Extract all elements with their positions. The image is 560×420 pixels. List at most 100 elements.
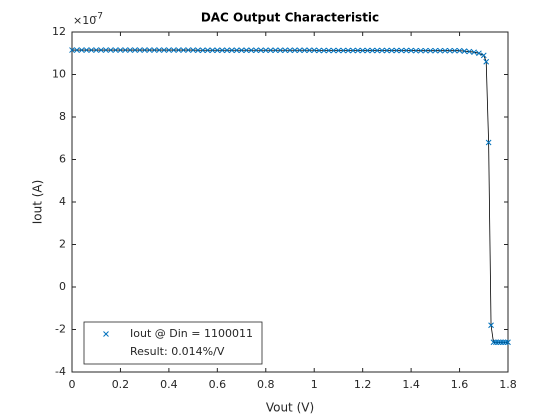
y-exponent-power: -7 bbox=[94, 12, 103, 22]
marker-stroke bbox=[493, 339, 499, 346]
data-point bbox=[388, 47, 395, 54]
marker-stroke bbox=[262, 47, 269, 54]
data-point bbox=[422, 47, 429, 54]
marker-stroke bbox=[456, 47, 463, 54]
x-tick-label: 0 bbox=[69, 378, 76, 391]
marker-stroke bbox=[214, 47, 221, 54]
marker-stroke bbox=[248, 47, 255, 54]
data-point bbox=[214, 47, 221, 54]
data-point bbox=[127, 47, 133, 53]
y-tick-label: 12 bbox=[52, 25, 66, 38]
marker-stroke bbox=[379, 47, 385, 54]
data-point bbox=[180, 47, 187, 53]
data-point bbox=[427, 47, 434, 54]
data-point bbox=[253, 47, 259, 54]
marker-stroke bbox=[442, 47, 448, 54]
marker-stroke bbox=[272, 47, 279, 54]
data-point bbox=[466, 48, 473, 55]
marker-stroke bbox=[359, 47, 366, 54]
data-point bbox=[345, 47, 351, 54]
marker-stroke bbox=[354, 47, 361, 54]
data-point bbox=[408, 47, 414, 54]
marker-stroke bbox=[93, 47, 100, 53]
marker-stroke bbox=[408, 47, 414, 54]
data-point bbox=[83, 47, 90, 53]
marker-stroke bbox=[345, 47, 351, 54]
marker-stroke bbox=[497, 339, 504, 346]
marker-stroke bbox=[170, 47, 177, 53]
data-point bbox=[485, 139, 492, 146]
marker-stroke bbox=[199, 47, 206, 54]
data-point bbox=[497, 339, 504, 346]
marker-stroke bbox=[146, 47, 153, 53]
data-point bbox=[185, 47, 192, 53]
marker-stroke bbox=[103, 47, 109, 53]
data-point bbox=[350, 47, 356, 54]
marker-stroke bbox=[364, 47, 371, 54]
data-point bbox=[287, 47, 293, 54]
marker-stroke bbox=[335, 47, 342, 54]
data-point bbox=[175, 47, 182, 53]
marker-stroke bbox=[112, 47, 119, 53]
axes-box bbox=[71, 31, 509, 373]
marker-stroke bbox=[258, 47, 264, 54]
data-point bbox=[73, 47, 80, 53]
data-point bbox=[488, 322, 494, 329]
marker-stroke bbox=[325, 47, 332, 54]
y-tick-label: 8 bbox=[59, 110, 66, 123]
marker-stroke bbox=[267, 47, 274, 54]
data-point bbox=[461, 48, 468, 54]
legend-label: Iout @ Din = 1100011 bbox=[130, 327, 253, 340]
marker-stroke bbox=[306, 47, 313, 54]
data-point bbox=[505, 339, 511, 346]
data-point bbox=[403, 47, 410, 54]
data-point bbox=[243, 47, 250, 54]
marker-stroke bbox=[485, 139, 492, 146]
marker-stroke bbox=[447, 47, 453, 54]
marker-stroke bbox=[471, 49, 477, 56]
x-tick-label: 1 bbox=[311, 378, 318, 391]
data-point bbox=[417, 47, 424, 54]
data-point bbox=[107, 47, 114, 53]
marker-stroke bbox=[117, 47, 124, 53]
data-point bbox=[490, 339, 497, 346]
marker-stroke bbox=[451, 47, 458, 54]
data-point bbox=[69, 47, 75, 53]
marker-stroke bbox=[277, 47, 284, 54]
marker-stroke bbox=[422, 47, 429, 54]
marker-stroke bbox=[190, 47, 196, 53]
data-point bbox=[277, 47, 284, 54]
data-point bbox=[219, 47, 226, 54]
y-tick-label: 2 bbox=[59, 238, 66, 251]
data-point bbox=[224, 47, 230, 54]
marker-stroke bbox=[204, 47, 211, 54]
marker-stroke bbox=[180, 47, 187, 53]
y-tick-label: -4 bbox=[55, 365, 66, 378]
data-point bbox=[238, 47, 245, 54]
x-tick-label: 0.6 bbox=[209, 378, 227, 391]
data-point bbox=[379, 47, 385, 54]
data-point bbox=[282, 47, 289, 54]
data-point bbox=[112, 47, 119, 53]
data-point bbox=[480, 52, 487, 59]
data-point bbox=[258, 47, 264, 54]
x-tick-label: 1.6 bbox=[451, 378, 469, 391]
data-point bbox=[161, 47, 167, 53]
marker-stroke bbox=[291, 47, 298, 54]
data-point bbox=[437, 47, 444, 54]
marker-stroke bbox=[132, 47, 138, 53]
data-point bbox=[442, 47, 448, 54]
data-point bbox=[291, 47, 298, 54]
marker-stroke bbox=[185, 47, 192, 53]
data-point bbox=[398, 47, 405, 54]
data-point bbox=[199, 47, 206, 54]
legend-marker bbox=[103, 331, 109, 337]
marker-stroke bbox=[432, 47, 439, 54]
marker-stroke bbox=[103, 331, 109, 337]
data-point bbox=[195, 47, 201, 54]
marker-stroke bbox=[398, 47, 405, 54]
data-point bbox=[325, 47, 332, 54]
data-point bbox=[456, 47, 463, 54]
y-exponent-base: ×10 bbox=[73, 14, 96, 27]
